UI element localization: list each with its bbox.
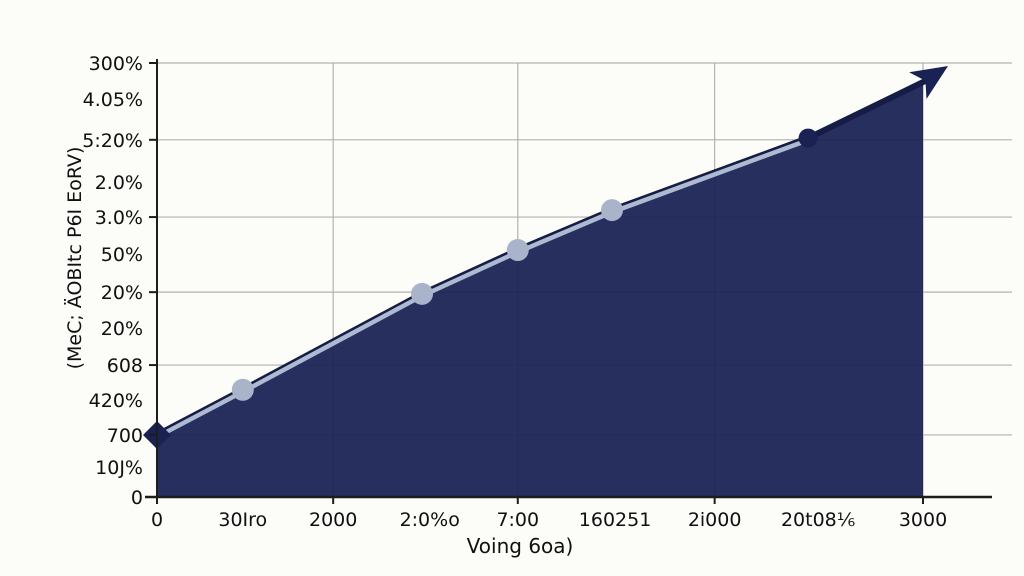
y-tick-label: 50% xyxy=(101,244,143,266)
y-tick-label: 10J% xyxy=(95,457,143,479)
x-tick-label: 160251 xyxy=(579,509,652,531)
y-tick-label: 20% xyxy=(101,318,143,340)
y-tick-label: 300% xyxy=(89,53,143,75)
filled-trend-area xyxy=(157,82,923,497)
arrowhead-icon xyxy=(909,66,948,99)
y-tick-label: 4.05% xyxy=(83,89,143,111)
highlight-trend-line xyxy=(154,137,811,440)
y-tick-label: 608 xyxy=(107,355,143,377)
x-tick-label: 20t08⅙ xyxy=(781,509,855,531)
circle-marker xyxy=(231,378,254,401)
circle-marker xyxy=(506,239,529,262)
y-tick-label: 2.0% xyxy=(95,172,143,194)
x-tick-label: 2:0%o xyxy=(400,509,460,531)
x-tick-label: 2000 xyxy=(309,509,357,531)
x-tick-label: 7:00 xyxy=(496,509,539,531)
y-tick-label: 5:20% xyxy=(82,130,143,152)
y-tick-label: 420% xyxy=(89,390,143,412)
y-tick-label: 20% xyxy=(101,282,143,304)
x-tick-label: 2i000 xyxy=(688,509,742,531)
y-tick-label: 0 xyxy=(131,487,143,509)
circle-marker xyxy=(601,199,624,222)
circle-marker xyxy=(411,282,434,305)
x-tick-label: 3000 xyxy=(899,509,947,531)
x-tick-label: 30Iro xyxy=(218,509,267,531)
x-axis-title: Voing 6oa) xyxy=(466,534,574,558)
circle-marker xyxy=(798,128,818,148)
x-tick-label: 0 xyxy=(151,509,163,531)
y-tick-label: 700 xyxy=(107,425,143,447)
y-tick-label: 3.0% xyxy=(95,207,143,229)
y-axis-title: (MeC; ÄOBItc P6I EoRV) xyxy=(64,146,86,370)
